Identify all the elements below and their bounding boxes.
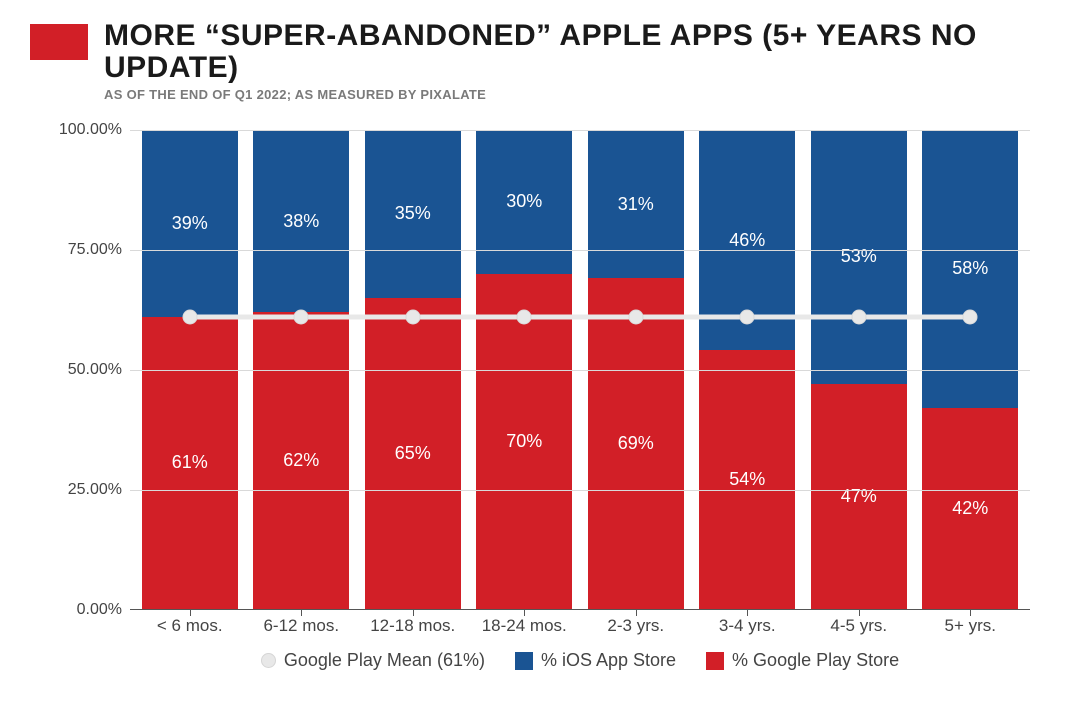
- x-tick-label: < 6 mos.: [142, 616, 238, 636]
- bar-segment-google: 69%: [588, 278, 684, 609]
- grid-line: [130, 370, 1030, 371]
- bar-segment-ios: 31%: [588, 130, 684, 278]
- bar-segment-google: 65%: [365, 298, 461, 609]
- legend-label: % iOS App Store: [541, 650, 676, 671]
- bar-segment-ios: 53%: [811, 130, 907, 384]
- legend-label: Google Play Mean (61%): [284, 650, 485, 671]
- bar-segment-ios: 38%: [253, 130, 349, 312]
- legend-marker-square: [515, 652, 533, 670]
- y-tick-label: 25.00%: [68, 481, 122, 499]
- chart-subtitle: AS OF THE END OF Q1 2022; AS MEASURED BY…: [104, 87, 1050, 102]
- y-axis: 0.00%25.00%50.00%75.00%100.00%: [50, 130, 130, 610]
- header-text: MORE “SUPER-ABANDONED” APPLE APPS (5+ YE…: [104, 20, 1050, 102]
- bar-segment-ios: 39%: [142, 130, 238, 317]
- bar-segment-ios: 30%: [476, 130, 572, 274]
- legend-label: % Google Play Store: [732, 650, 899, 671]
- bar-segment-google: 62%: [253, 312, 349, 609]
- plot-area: 39%61%38%62%35%65%30%70%31%69%46%54%53%4…: [130, 130, 1030, 610]
- mean-marker: [851, 310, 866, 325]
- y-tick-label: 100.00%: [59, 121, 122, 139]
- x-tick-label: 12-18 mos.: [365, 616, 461, 636]
- legend-item: Google Play Mean (61%): [261, 650, 485, 671]
- mean-marker: [740, 310, 755, 325]
- mean-marker: [628, 310, 643, 325]
- header: MORE “SUPER-ABANDONED” APPLE APPS (5+ YE…: [0, 0, 1080, 102]
- legend: Google Play Mean (61%) % iOS App Store % G…: [130, 650, 1030, 671]
- y-tick-label: 0.00%: [77, 601, 122, 619]
- mean-marker: [182, 310, 197, 325]
- x-tick-label: 5+ yrs.: [922, 616, 1018, 636]
- chart-area: 0.00%25.00%50.00%75.00%100.00% 39%61%38%…: [50, 130, 1030, 670]
- x-axis-labels: < 6 mos. 6-12 mos. 12-18 mos. 18-24 mos. 2-3…: [130, 616, 1030, 636]
- legend-item: % iOS App Store: [515, 650, 676, 671]
- y-tick-label: 75.00%: [68, 241, 122, 259]
- bar-segment-google: 47%: [811, 384, 907, 609]
- grid-line: [130, 490, 1030, 491]
- x-tick-label: 4-5 yrs.: [811, 616, 907, 636]
- mean-marker: [405, 310, 420, 325]
- bar-segment-google: 42%: [922, 408, 1018, 609]
- x-tick-label: 3-4 yrs.: [699, 616, 795, 636]
- grid-line: [130, 130, 1030, 131]
- mean-marker: [963, 310, 978, 325]
- grid-line: [130, 250, 1030, 251]
- bar-segment-google: 61%: [142, 317, 238, 609]
- y-tick-label: 50.00%: [68, 361, 122, 379]
- header-swatch: [30, 24, 88, 60]
- bar-segment-google: 54%: [699, 350, 795, 609]
- mean-marker: [517, 310, 532, 325]
- bar-segment-ios: 58%: [922, 130, 1018, 408]
- chart-title: MORE “SUPER-ABANDONED” APPLE APPS (5+ YE…: [104, 20, 1050, 83]
- legend-marker-square: [706, 652, 724, 670]
- legend-marker-circle: [261, 653, 276, 668]
- x-tick-label: 2-3 yrs.: [588, 616, 684, 636]
- x-tick-label: 18-24 mos.: [476, 616, 572, 636]
- legend-item: % Google Play Store: [706, 650, 899, 671]
- x-tick-label: 6-12 mos.: [253, 616, 349, 636]
- mean-marker: [294, 310, 309, 325]
- bar-segment-ios: 35%: [365, 130, 461, 298]
